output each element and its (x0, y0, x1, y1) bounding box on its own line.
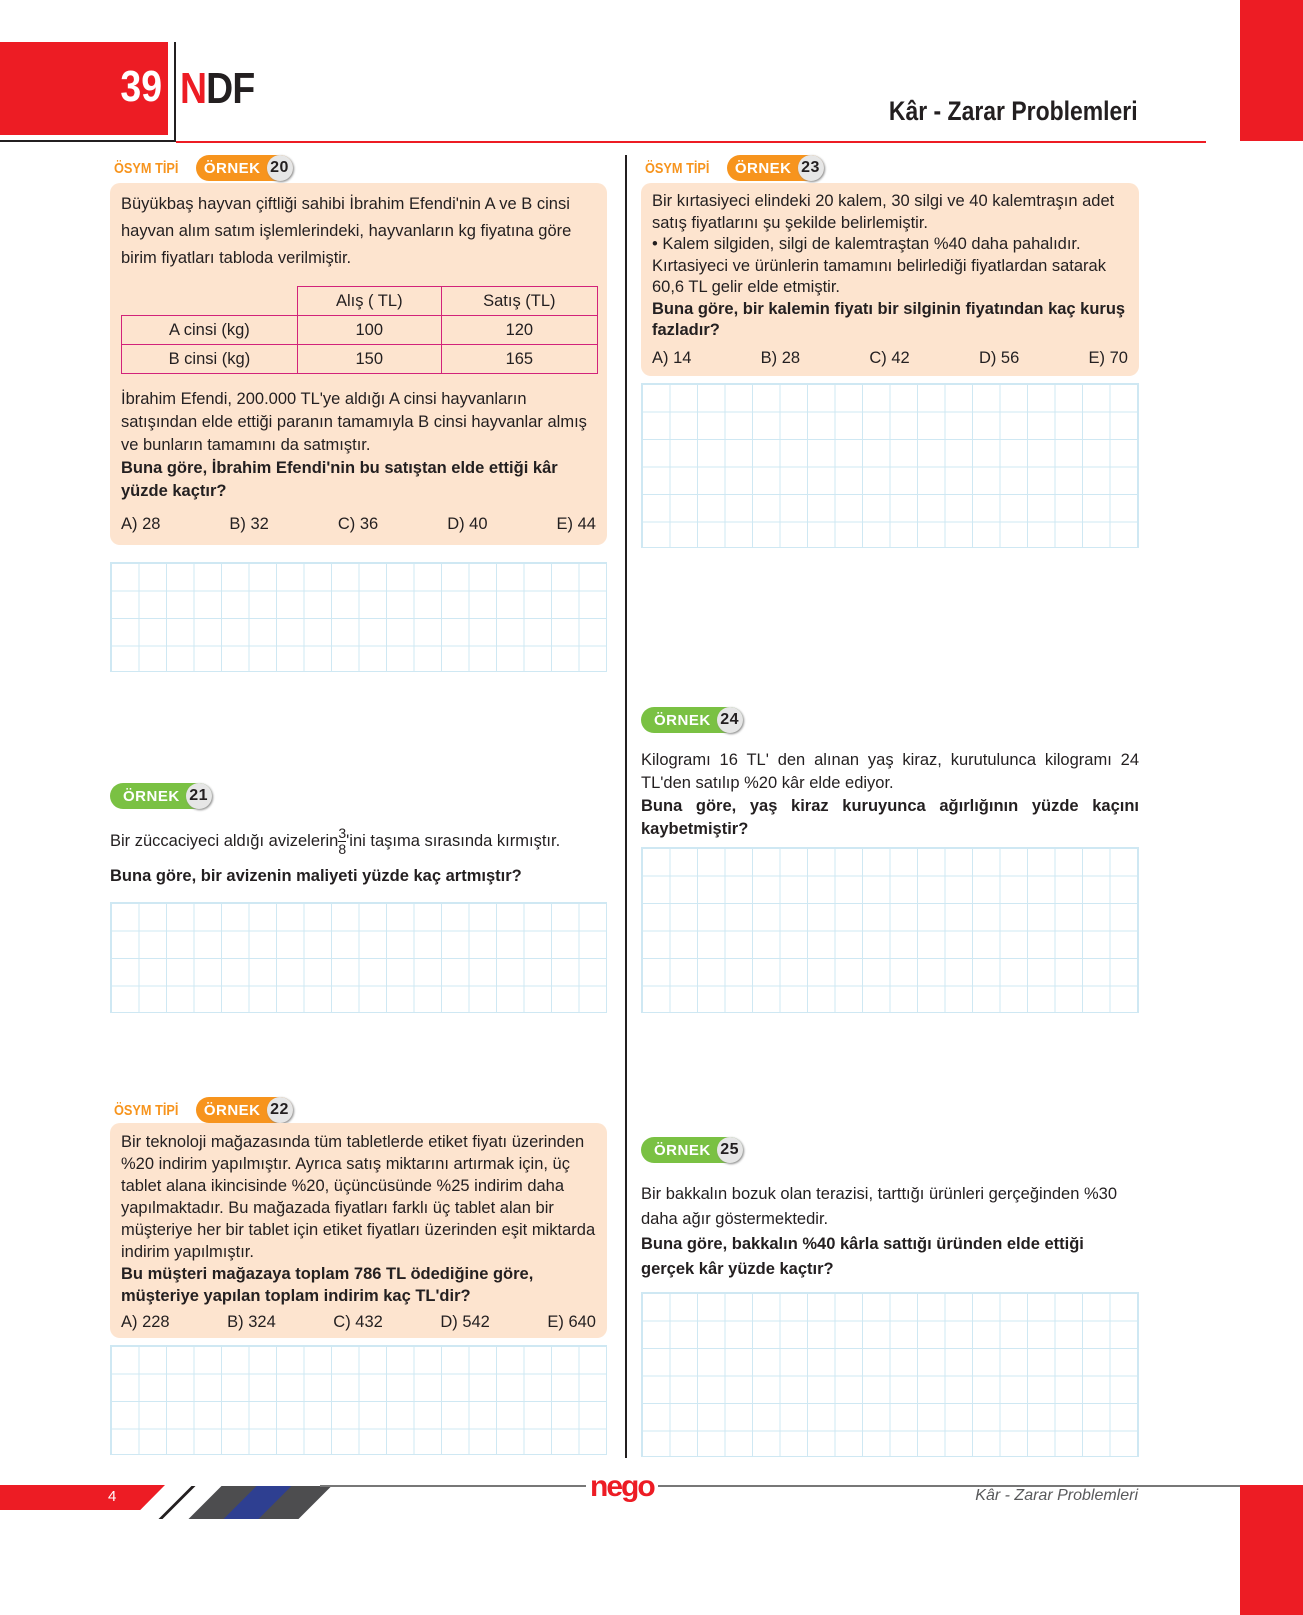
example-24-label: ÖRNEK 24 (641, 707, 743, 733)
example-25-label: ÖRNEK 25 (641, 1137, 743, 1163)
question-text: Buna göre, bir avizenin maliyeti yüzde k… (110, 867, 522, 885)
example-20-label: ÖSYM TİPİ ÖRNEK 20 (114, 155, 293, 181)
osym-tag: ÖSYM TİPİ (114, 159, 179, 177)
solution-grid (641, 383, 1139, 548)
example-badge: ÖRNEK 20 (195, 155, 293, 181)
footer-stripe (158, 1486, 196, 1519)
divider (174, 42, 176, 142)
unit-number: 39 (120, 62, 162, 111)
example-21-text: Bir züccaciyeci aldığı avizelerin 3 8'ini … (110, 826, 607, 888)
intro-text: Büyükbaş hayvan çiftliği sahibi İbrahim … (121, 195, 572, 267)
example-24-text: Kilogramı 16 TL' den alınan yaş kiraz, k… (641, 751, 1139, 838)
solution-grid (641, 1292, 1139, 1457)
solution-grid (641, 847, 1139, 1013)
publisher-logo: nego (586, 1470, 658, 1504)
price-table: Alış ( TL) Satış (TL) A cinsi (kg) 100 120 … (121, 286, 599, 374)
example-23-box: Bir kırtasiyeci elindeki 20 kalem, 30 si… (641, 183, 1139, 376)
example-23-label: ÖSYM TİPİ ÖRNEK 23 (645, 155, 824, 181)
solution-grid (110, 1345, 607, 1455)
example-22-box: Bir teknoloji mağazasında tüm tabletlerd… (110, 1123, 607, 1338)
edge-strip (1240, 0, 1303, 141)
footer-rule (320, 1485, 1240, 1487)
footer-red-bar (0, 1485, 165, 1510)
example-25-text: Bir bakkalın bozuk olan terazisi, tarttı… (641, 1185, 1118, 1278)
solution-grid (110, 562, 607, 672)
example-22-label: ÖSYM TİPİ ÖRNEK 22 (114, 1097, 293, 1123)
example-21-label: ÖRNEK 21 (110, 783, 212, 809)
option-c: C) 36 (337, 515, 379, 533)
divider (0, 140, 176, 142)
table-row: A cinsi (kg) 100 120 (121, 315, 599, 345)
options: A) 28 B) 32 C) 36 D) 40 E) 44 (121, 513, 596, 536)
option-a: A) 28 (121, 515, 161, 533)
body-text: İbrahim Efendi, 200.000 TL'ye aldığı A c… (121, 390, 587, 454)
question-text: Bu müşteri mağazaya toplam 786 TL ödediğ… (121, 1265, 534, 1305)
footer-title: Kâr - Zarar Problemleri (975, 1487, 1138, 1504)
page-title: Kâr - Zarar Problemleri (889, 96, 1138, 126)
page-number: 4 (108, 1488, 117, 1505)
brand-logo: NDF (180, 64, 255, 113)
option-b: B) 32 (229, 515, 269, 533)
body-text: Bir teknoloji mağazasında tüm tabletlerd… (121, 1133, 596, 1261)
question-text: Buna göre, İbrahim Efendi'nin bu satışta… (121, 459, 558, 500)
edge-strip (1240, 1485, 1303, 1615)
example-20-box: Büyükbaş hayvan çiftliği sahibi İbrahim … (110, 183, 607, 545)
option-d: D) 40 (447, 515, 488, 533)
option-e: E) 44 (556, 515, 596, 533)
solution-grid (110, 902, 607, 1013)
table-row: B cinsi (kg) 150 165 (121, 344, 599, 374)
header-red-block (0, 42, 168, 135)
header-rule (176, 141, 1206, 143)
column-divider (625, 155, 627, 1458)
